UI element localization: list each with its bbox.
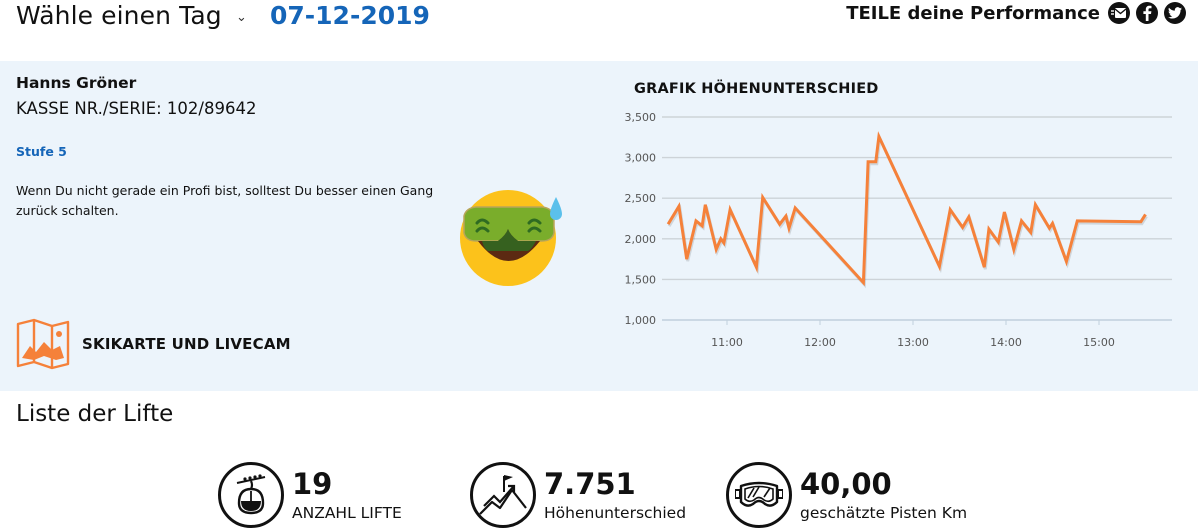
x-tick-label: 12:00	[804, 336, 836, 349]
chevron-down-icon[interactable]: ⌄	[236, 10, 247, 25]
y-tick-label: 2,000	[625, 233, 657, 246]
facebook-icon[interactable]	[1136, 2, 1158, 24]
stat-label: Höhenunterschied	[544, 504, 687, 522]
level-badge: Stufe 5	[16, 144, 67, 159]
y-axis-labels: 1,000 1,500 2,000 2,500 3,000 3,500	[625, 111, 657, 327]
stat-lift-count: 19 ANZAHL LIFTE	[218, 462, 402, 528]
chart-title: GRAFIK HÖHENUNTERSCHIED	[634, 81, 879, 97]
gondola-lift-icon	[218, 462, 284, 528]
stat-label: ANZAHL LIFTE	[292, 504, 402, 522]
twitter-icon[interactable]	[1164, 2, 1186, 24]
share-label: TEILE deine Performance	[846, 2, 1100, 24]
y-tick-label: 3,000	[625, 152, 657, 165]
x-tick-label: 15:00	[1083, 336, 1115, 349]
map-livecam-link[interactable]: SKIKARTE UND LIVECAM	[16, 318, 291, 370]
x-axis-labels: 11:00 12:00 13:00 14:00 15:00	[711, 320, 1115, 349]
map-icon	[16, 318, 70, 370]
ticket-number: KASSE NR./SERIE: 102/89642	[16, 99, 257, 118]
map-livecam-label: SKIKARTE UND LIVECAM	[82, 335, 291, 353]
day-select-label: Wähle einen Tag	[16, 1, 222, 30]
sweat-grin-goggles-emoji-icon	[460, 190, 562, 286]
stat-value: 40,00	[800, 467, 892, 501]
stat-value: 7.751	[544, 467, 636, 501]
email-icon[interactable]	[1108, 2, 1130, 24]
ski-goggles-icon	[726, 462, 792, 528]
mountain-flag-icon	[470, 462, 536, 528]
y-tick-label: 3,500	[625, 111, 657, 124]
y-tick-label: 2,500	[625, 192, 657, 205]
selected-date[interactable]: 07-12-2019	[270, 1, 430, 30]
stat-elevation: 7.751 Höhenunterschied	[470, 462, 686, 528]
y-tick-label: 1,500	[625, 273, 657, 286]
lifts-title: Liste der Lifte	[16, 401, 174, 427]
performance-panel: Hanns Gröner KASSE NR./SERIE: 102/89642 …	[0, 61, 1198, 391]
x-tick-label: 14:00	[990, 336, 1022, 349]
user-name: Hanns Gröner	[16, 74, 137, 92]
share-bar: TEILE deine Performance	[846, 2, 1186, 24]
stat-value: 19	[292, 467, 333, 501]
x-tick-label: 11:00	[711, 336, 743, 349]
elevation-chart: 1,000 1,500 2,000 2,500 3,000 3,500 11:00 12:0…	[625, 111, 1172, 349]
y-tick-label: 1,000	[625, 314, 657, 327]
x-tick-label: 13:00	[897, 336, 929, 349]
advice-text: Wenn Du nicht gerade ein Profi bist, sol…	[16, 183, 434, 218]
elevation-line	[666, 131, 1147, 287]
chart-grid	[662, 116, 1172, 321]
header: Wähle einen Tag ⌄ 07-12-2019 TEILE deine…	[0, 0, 1198, 60]
stat-label: geschätzte Pisten Km	[800, 504, 968, 522]
stat-piste-km: 40,00 geschätzte Pisten Km	[726, 462, 967, 528]
